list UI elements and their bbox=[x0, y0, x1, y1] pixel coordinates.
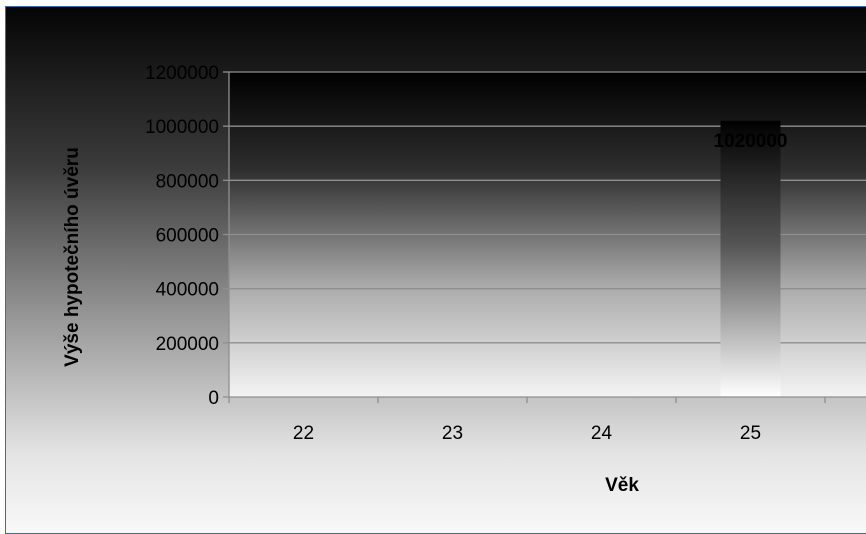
y-tick-label: 800000 bbox=[156, 171, 219, 192]
y-tick-label: 1200000 bbox=[145, 63, 219, 84]
y-tick-label: 1000000 bbox=[145, 117, 219, 138]
x-axis-title: Věk bbox=[605, 475, 639, 496]
x-tick-label: 25 bbox=[740, 423, 761, 444]
axes bbox=[223, 71, 866, 403]
x-tick-label: 22 bbox=[293, 423, 314, 444]
bars bbox=[720, 120, 781, 397]
bar bbox=[720, 120, 781, 397]
y-tick-label: 600000 bbox=[156, 226, 219, 247]
data-label: 1020000 bbox=[714, 131, 788, 152]
gridlines bbox=[229, 71, 866, 344]
y-axis-title: Výše hypotečního úvěru bbox=[62, 147, 83, 367]
chart-svg: 0 200000 400000 600000 800000 1000000 1200000 2… bbox=[145, 63, 866, 444]
y-tick-label: 400000 bbox=[156, 280, 219, 301]
x-tick-label: 23 bbox=[442, 423, 463, 444]
x-tick-label: 24 bbox=[591, 423, 613, 444]
labels: 0 200000 400000 600000 800000 1000000 1200000 2… bbox=[145, 63, 788, 444]
y-tick-label: 200000 bbox=[156, 334, 219, 355]
y-tick-label: 0 bbox=[208, 388, 219, 409]
chart-frame: 0 200000 400000 600000 800000 1000000 1200000 2… bbox=[5, 6, 866, 534]
